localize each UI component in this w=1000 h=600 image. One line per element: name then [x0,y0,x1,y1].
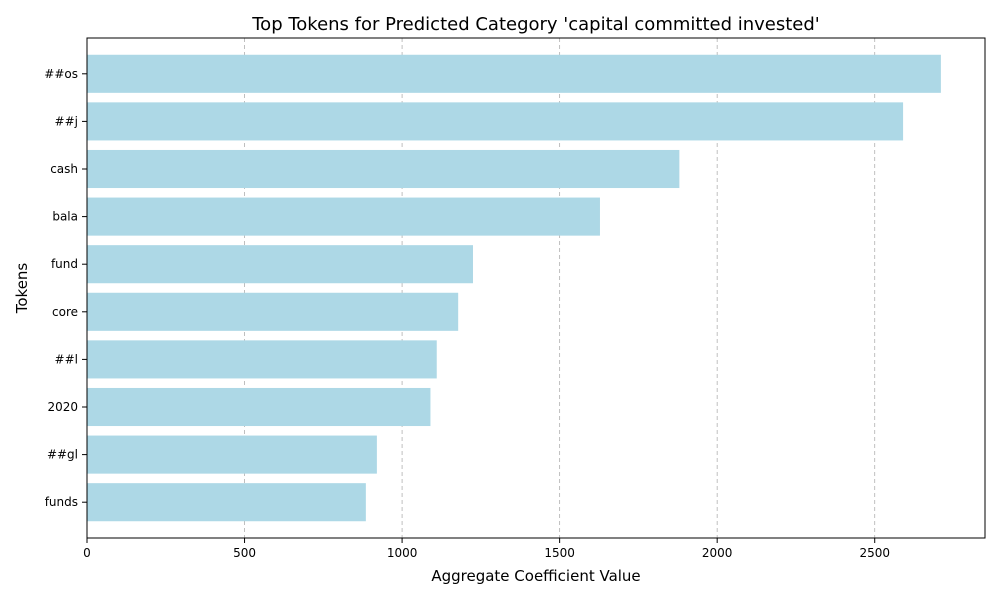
bars [87,54,941,522]
y-axis-ticks: ##os ##j cash bala fund core ##l 2020 ##gl funds [44,67,87,509]
bar-cash [87,149,680,189]
x-tick-label: 2500 [859,546,890,560]
y-axis-label: Tokens [13,263,31,315]
bar-2020 [87,387,431,427]
y-tick-label: ##os [44,67,78,81]
x-axis-ticks: 0 500 1000 1500 2000 2500 [83,538,890,560]
bar-bala [87,197,600,236]
bar-funds [87,483,366,522]
bar-os [87,54,941,93]
plot-frame [86,37,986,539]
bar-l [87,340,437,379]
bar-j [87,102,904,141]
x-axis-label: Aggregate Coefficient Value [431,567,640,585]
y-tick-label: funds [45,495,78,509]
y-tick-label: core [52,305,78,319]
bar-gl [87,435,377,474]
y-tick-label: bala [52,210,78,224]
y-tick-label: ##l [55,352,78,366]
y-tick-label: fund [51,257,78,271]
bar-fund [87,245,473,284]
y-tick-label: 2020 [47,400,78,414]
bar-core [87,292,459,331]
x-tick-label: 1000 [387,546,418,560]
y-tick-label: ##gl [47,448,78,462]
y-tick-label: cash [50,162,78,176]
x-tick-label: 500 [233,546,256,560]
y-tick-label: ##j [55,114,78,128]
x-tick-label: 2000 [702,546,733,560]
x-tick-label: 1500 [544,546,575,560]
x-tick-label: 0 [83,546,91,560]
chart-title: Top Tokens for Predicted Category 'capit… [251,14,820,35]
